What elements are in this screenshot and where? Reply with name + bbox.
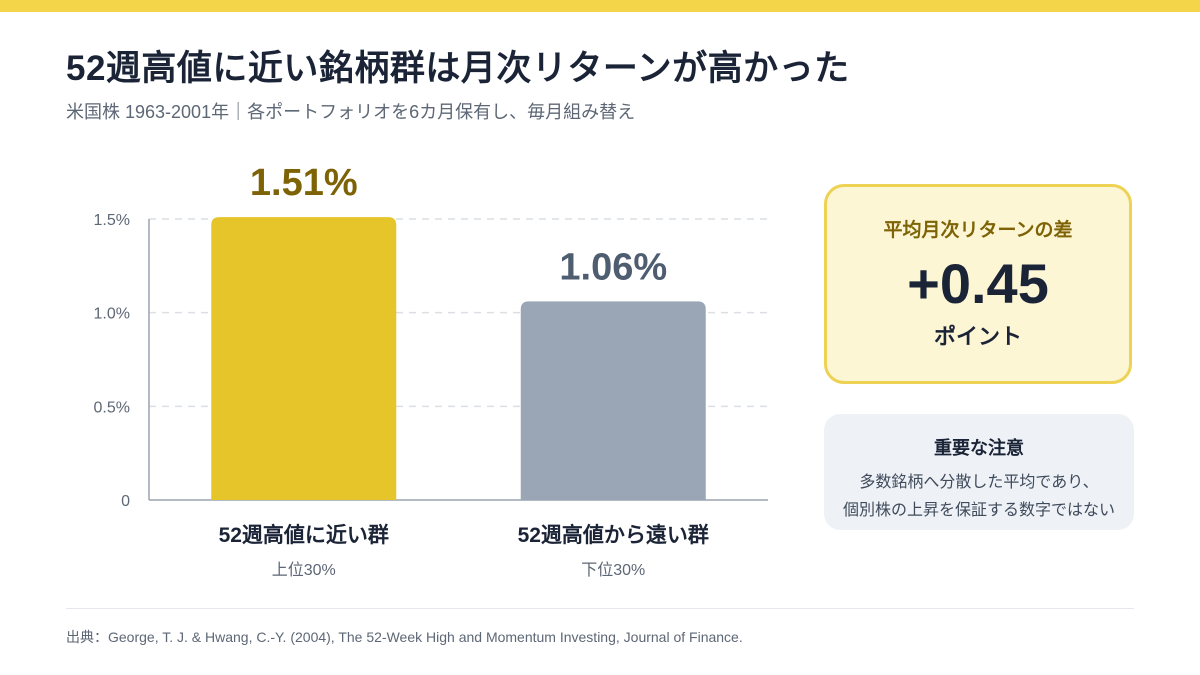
x-category-label: 52週高値から遠い群 (518, 523, 709, 547)
note-title: 重要な注意 (934, 438, 1024, 458)
footer-divider (66, 608, 1134, 609)
bar-data-label: 1.51% (250, 162, 358, 204)
y-tick-label: 0.5% (94, 399, 130, 416)
bar-data-label: 1.06% (559, 246, 667, 288)
x-category-label: 52週高値に近い群 (219, 523, 389, 547)
caution-note: 重要な注意 多数銘柄へ分散した平均であり、 個別株の上昇を保証する数字ではない (824, 414, 1134, 530)
page-title: 52週高値に近い銘柄群は月次リターンが高かった (66, 49, 850, 88)
note-body: 多数銘柄へ分散した平均であり、 個別株の上昇を保証する数字ではない (824, 469, 1134, 525)
source-citation: 出典：George, T. J. & Hwang, C.-Y. (2004), … (66, 629, 743, 645)
difference-callout: 平均月次リターンの差 +0.45 ポイント (824, 184, 1132, 384)
bar (520, 301, 706, 500)
callout-value: +0.45 (907, 252, 1049, 315)
callout-label: 平均月次リターンの差 (883, 220, 1073, 241)
y-tick-label: 1.0% (94, 306, 130, 323)
callout-unit: ポイント (933, 324, 1022, 349)
top-accent-bar (0, 0, 1200, 12)
note-line: 個別株の上昇を保証する数字ではない (842, 502, 1115, 519)
y-tick-label: 1.5% (94, 212, 130, 229)
x-category-sublabel: 上位30% (272, 561, 336, 579)
bar (211, 217, 397, 501)
x-category-sublabel: 下位30% (581, 561, 645, 579)
y-tick-label: 0 (121, 493, 130, 510)
page-subtitle: 米国株 1963-2001年｜各ポートフォリオを6カ月保有し、毎月組み替え (66, 102, 636, 122)
note-line: 多数銘柄へ分散した平均であり、 (859, 474, 1099, 491)
